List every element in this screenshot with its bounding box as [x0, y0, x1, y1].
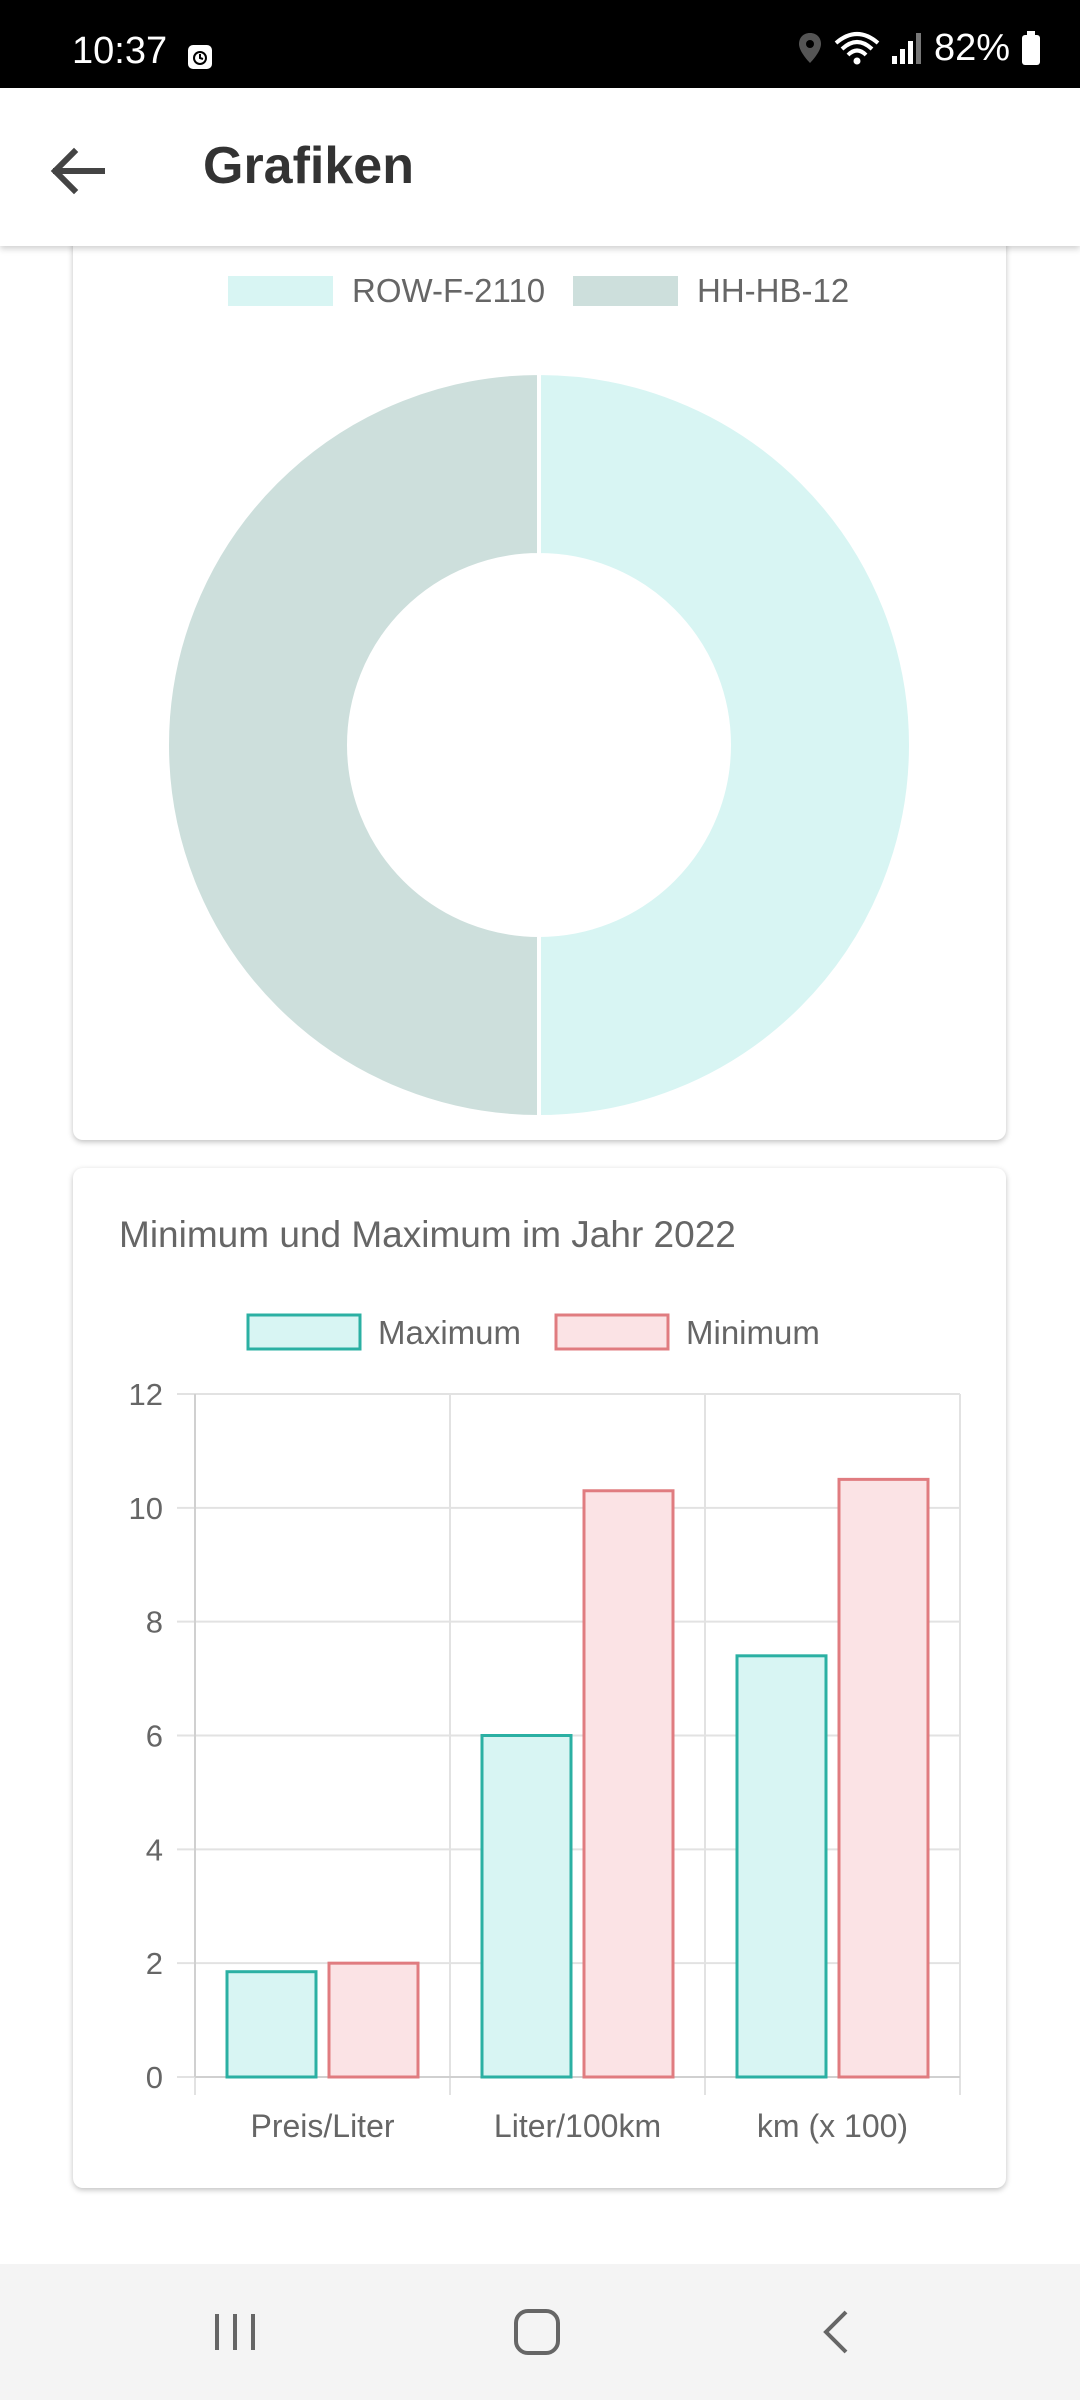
y-tick-label: 12 — [129, 1377, 163, 1412]
donut-slices — [165, 370, 913, 1120]
alarm-icon — [188, 45, 212, 69]
donut-slice[interactable] — [165, 370, 541, 1120]
location-icon — [798, 33, 821, 63]
page-title: Grafiken — [203, 137, 414, 195]
donut-slice[interactable] — [537, 370, 913, 1120]
legend-label: ROW-F-2110 — [352, 272, 545, 309]
bar[interactable] — [837, 1477, 930, 2079]
bar-chart: Maximum Minimum 0 2 4 6 8 10 12 Preis/Liter Liter… — [129, 1313, 961, 2144]
bar-grid — [177, 1393, 961, 2095]
bar[interactable] — [225, 1970, 318, 2079]
y-tick-label: 2 — [146, 1946, 163, 1981]
content-scroll-area[interactable]: ROW-F-2110 HH-HB-12 Minimum und Maximum i… — [0, 246, 1080, 2264]
bar[interactable] — [582, 1489, 675, 2079]
legend-swatch — [246, 1313, 362, 1351]
legend-swatch — [573, 276, 678, 306]
y-tick-label: 8 — [146, 1605, 163, 1640]
bar-chart-card: Minimum und Maximum im Jahr 2022 Maximum… — [73, 1168, 1006, 2188]
bar[interactable] — [480, 1734, 573, 2079]
bar[interactable] — [735, 1654, 828, 2079]
y-tick-label: 0 — [146, 2060, 163, 2095]
status-bar: 10:37 82% — [0, 0, 1080, 88]
status-time: 10:37 — [72, 30, 168, 72]
home-icon[interactable] — [507, 2302, 567, 2362]
bar-bars — [225, 1477, 930, 2079]
recent-apps-icon[interactable] — [205, 2302, 265, 2362]
donut-legend: ROW-F-2110 HH-HB-12 — [228, 272, 849, 309]
donut-chart-card: ROW-F-2110 HH-HB-12 — [73, 246, 1006, 1140]
app-bar: Grafiken — [0, 88, 1080, 246]
x-tick-label: km (x 100) — [757, 2108, 908, 2144]
arrow-left-icon[interactable] — [46, 140, 108, 202]
bar-axis-labels: 0 2 4 6 8 10 12 Preis/Liter Liter/100km km (x 100… — [129, 1377, 909, 2144]
bar-chart-title: Minimum und Maximum im Jahr 2022 — [119, 1214, 736, 1255]
legend-swatch — [554, 1313, 670, 1351]
legend-label: Maximum — [378, 1314, 521, 1351]
signal-icon — [891, 33, 921, 64]
navigation-bar — [0, 2264, 1080, 2400]
battery-text: 82% — [933, 27, 1010, 69]
status-icons: 82% — [796, 28, 1042, 68]
legend-label: Minimum — [686, 1314, 820, 1351]
y-tick-label: 6 — [146, 1719, 163, 1754]
bar[interactable] — [327, 1961, 420, 2079]
legend-swatch — [228, 276, 333, 306]
x-tick-label: Liter/100km — [494, 2108, 661, 2144]
donut-chart: ROW-F-2110 HH-HB-12 — [165, 272, 913, 1120]
y-tick-label: 4 — [146, 1832, 163, 1867]
back-icon[interactable] — [808, 2302, 868, 2362]
y-tick-label: 10 — [129, 1491, 163, 1526]
bar-legend: Maximum Minimum — [246, 1313, 820, 1351]
x-tick-label: Preis/Liter — [250, 2108, 394, 2144]
wifi-icon — [834, 32, 880, 65]
battery-icon — [1022, 31, 1040, 65]
legend-label: HH-HB-12 — [697, 272, 849, 309]
